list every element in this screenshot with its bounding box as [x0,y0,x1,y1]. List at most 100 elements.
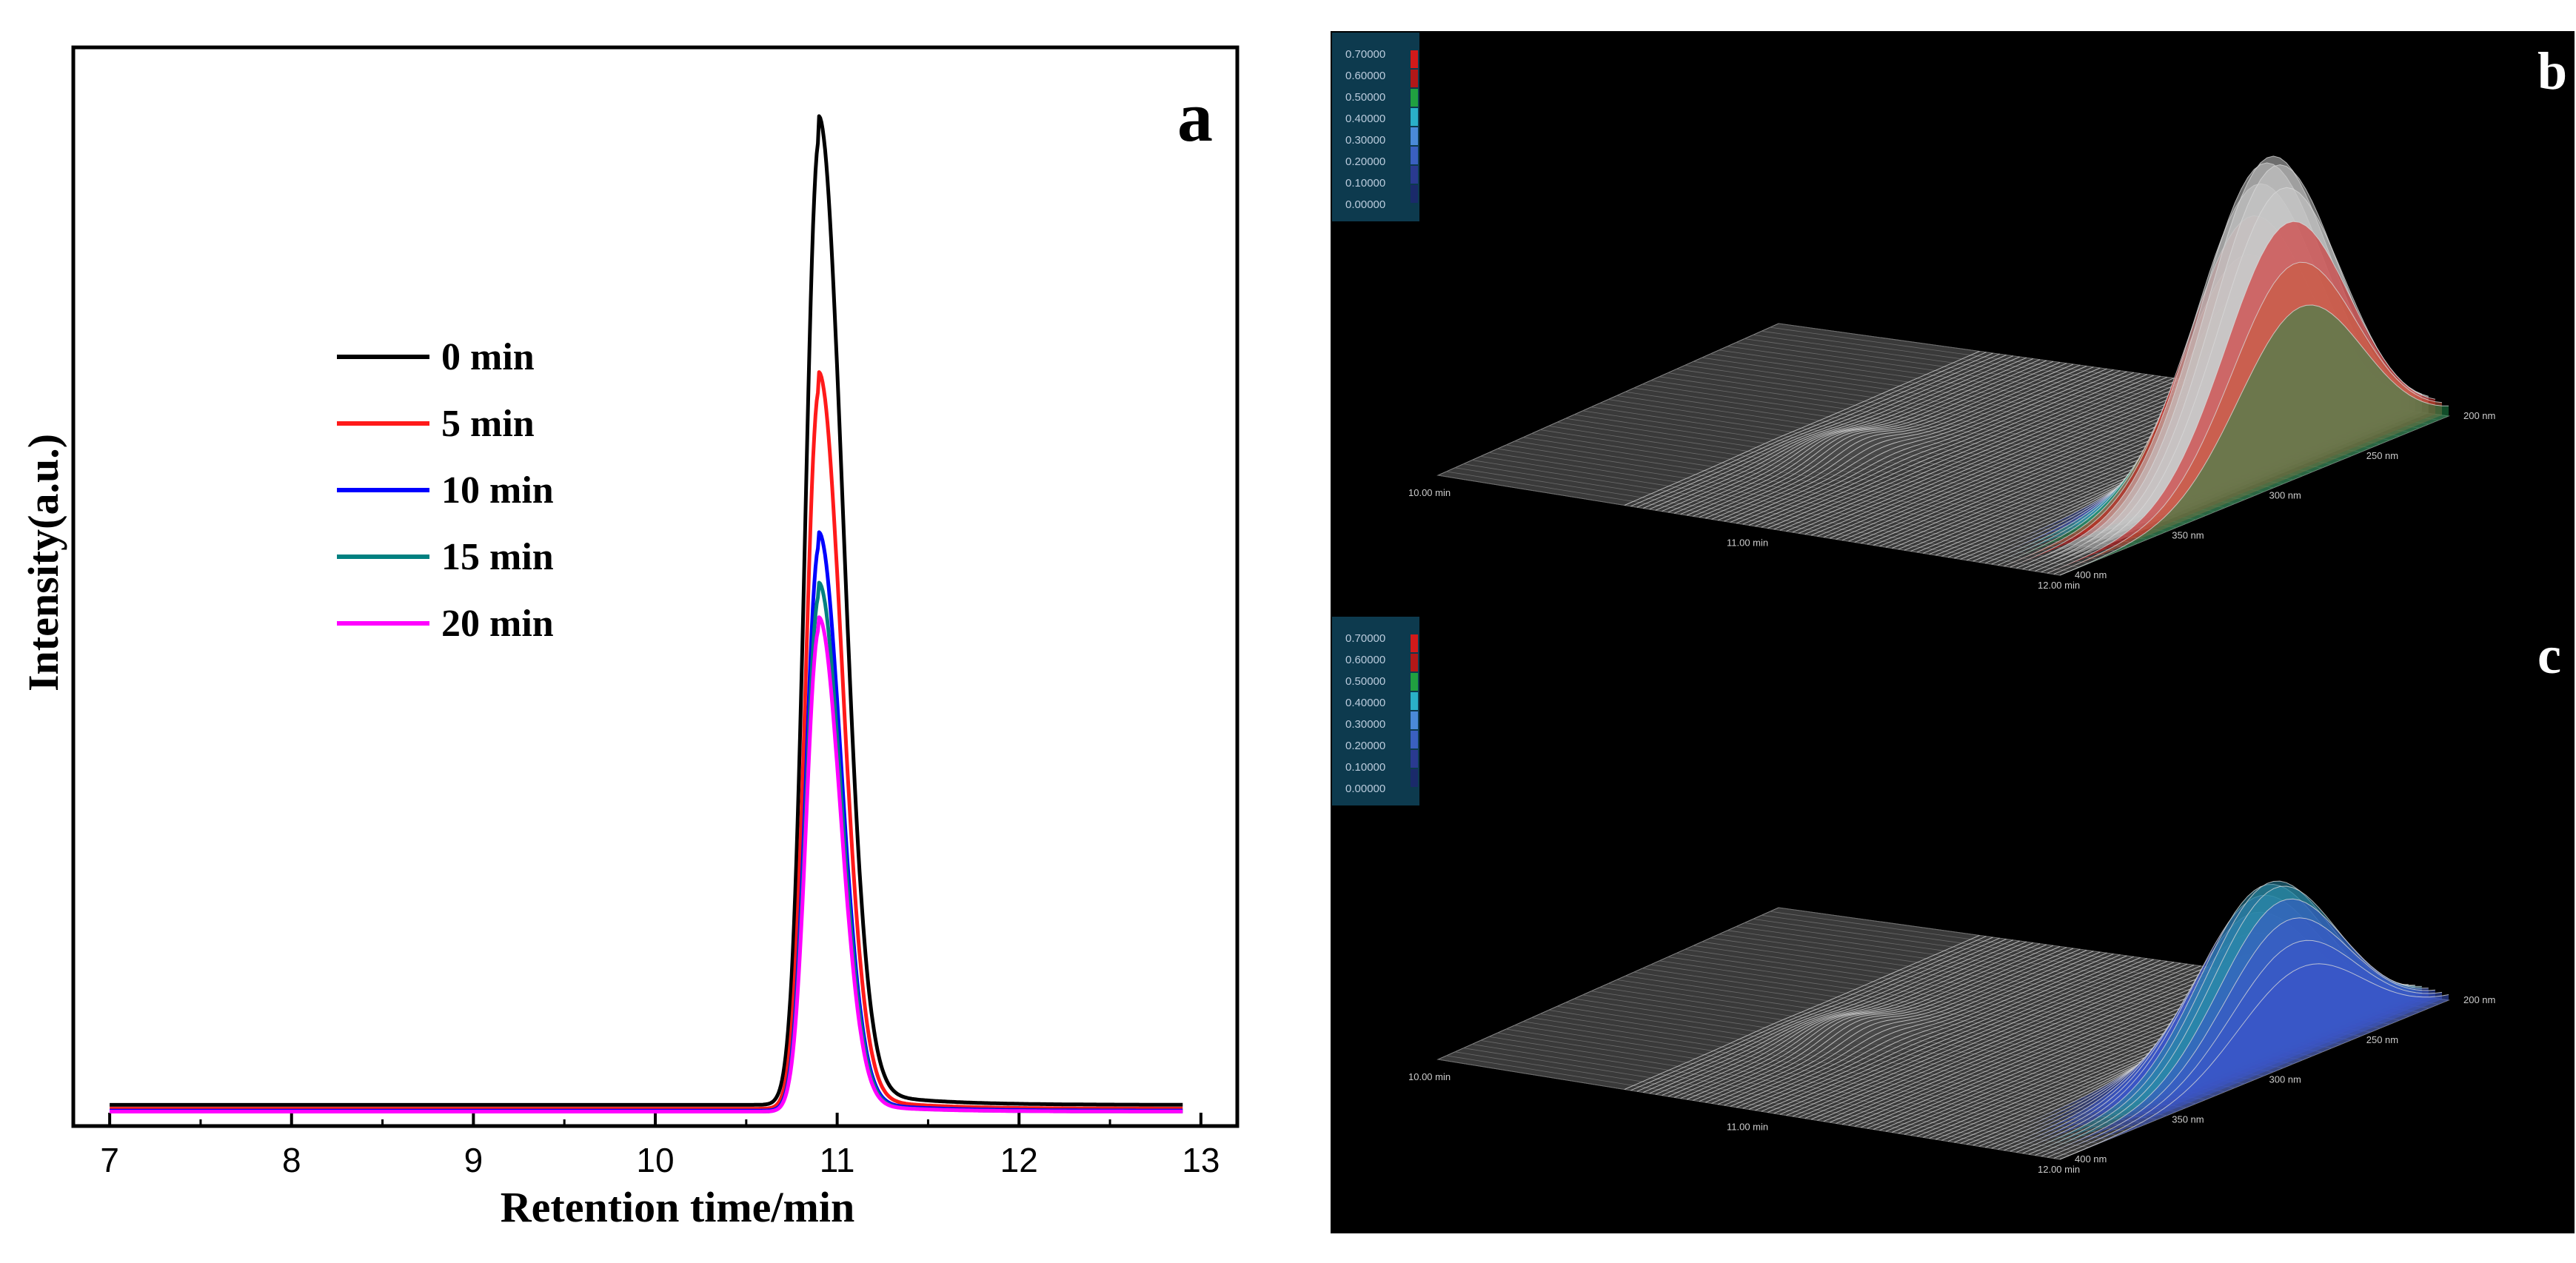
panel-label-c: c [2537,626,2561,685]
peak-slice-line [1841,967,2215,1125]
x-tick-label: 10 [636,1141,674,1179]
x-tick-group: 7 8 9 10 11 12 13 [100,1113,1220,1179]
peak-slice-line [1742,368,2107,525]
peak-slice-line [2041,898,2429,1157]
peak-slice-line [1761,955,2127,1112]
grid-line [1531,433,2167,532]
peak-slice-line [2059,963,2449,1160]
peak-slice-line [1792,375,2161,533]
peak-slice-line [1624,935,1980,1090]
peak-slice-line [1848,968,2221,1126]
peak-slice-line [1736,367,2101,524]
peak-slice-line [1674,358,2034,514]
series-group [109,114,1184,1113]
series-line-10-min [109,530,1184,1113]
scale-swatch [1411,147,1418,164]
surface-axis-labels: 10.00 min 11.00 min 12.00 min 200 nm 250 nm 3… [1408,994,2495,1175]
panel-label-b: b [2537,41,2567,101]
peak-slice-line [1748,954,2114,1110]
time-axis-label: 11.00 min [1727,1122,1768,1133]
peak-slice-line [1636,352,1993,508]
surface-peak [1624,880,2449,1160]
peak-slice-line [1717,948,2081,1105]
peak-slice-line [1711,948,2074,1104]
scale-label: 0.70000 [1345,48,1385,61]
peak-slice-line [1836,382,2208,540]
peak-slice-line [1730,951,2094,1107]
peak-slice-line [1792,959,2161,1117]
x-tick-label: 11 [820,1141,855,1179]
peak-slice-line [1867,971,2241,1129]
color-scale: 0.70000 0.60000 0.50000 0.40000 0.30000 0.200… [1332,33,1419,221]
legend-label: 0 min [441,336,535,378]
grid-line [1548,1010,2187,1108]
peak-slice-line [2053,261,2443,574]
wavelength-axis-label: 200 nm [2463,994,2495,1005]
peak-slice-line [1724,366,2087,522]
x-tick-label: 7 [100,1141,119,1179]
peak-slice-line [1667,941,2027,1097]
plot-frame [71,45,1240,1128]
scale-swatch [1411,89,1418,107]
peak-slice-line [1830,381,2201,539]
peak-slice-line [1699,946,2061,1102]
wavelength-axis-label: 200 nm [2463,410,2495,421]
scale-swatch [1411,166,1418,184]
peak-slice-line [1786,375,2154,532]
peak-slice-line [1817,379,2188,537]
scale-label: 0.10000 [1345,177,1385,190]
scale-label: 0.40000 [1345,113,1385,125]
series-line-20-min [109,615,1184,1113]
panel-c-surface: 0.70000 0.60000 0.50000 0.40000 0.30000 0.200… [1331,615,2575,1233]
peak-slice-line [1699,362,2061,518]
peak-slice-line [1630,352,1987,507]
peak-slice-line [1636,937,1993,1092]
scale-label: 0.40000 [1345,697,1385,709]
wavelength-axis-label: 400 nm [2075,1153,2107,1165]
scale-label: 0.30000 [1345,718,1385,731]
scale-swatch [1411,769,1418,787]
peak-slice-line [1662,940,2020,1096]
peak-slice-line [1799,377,2168,534]
wavelength-axis-label: 350 nm [2172,529,2204,540]
wavelength-axis-label: 250 nm [2366,450,2398,461]
peak-slice-line [1705,363,2067,519]
surface-peak [1624,155,2449,576]
peak-slice-line [1799,961,2168,1118]
peak-slice-line [1693,945,2054,1101]
peak-slice-line [1649,355,2007,510]
wavelength-axis-label: 250 nm [2366,1034,2398,1045]
series-line-5-min [109,370,1184,1111]
peak-slice-line [1649,939,2007,1094]
time-axis-label: 11.00 min [1727,537,1768,549]
peak-slice-line [1786,959,2154,1116]
surface-axis-labels: 10.00 min 11.00 min 12.00 min 200 nm 250 nm 3… [1408,410,2495,591]
grid-line [1539,429,2177,528]
peak-slice-line [1686,944,2047,1100]
peak-slice-fill [2060,963,2449,1159]
peak-slice-line [1841,383,2215,541]
scale-swatch [1411,185,1418,203]
peak-slice-line [1773,957,2141,1114]
peak-slice-line [1823,965,2195,1122]
peak-slice-line [1693,361,2054,517]
scale-label: 0.00000 [1345,198,1385,211]
panel-label-a: a [1177,77,1213,156]
peak-slice-line [1662,356,2020,512]
peak-slice-line [2041,187,2429,573]
peak-slice-line [1736,951,2101,1108]
legend-label: 15 min [441,536,554,578]
peak-slice-line [1655,355,2013,511]
peak-slice-line [1711,364,2074,520]
x-axis-label: Retention time/min [501,1183,854,1231]
peak-slice-line [1630,936,1987,1091]
wavelength-axis-label: 350 nm [2172,1113,2204,1125]
scale-swatch [1411,654,1418,671]
peak-slice-line [1724,950,2087,1106]
scale-swatch [1411,50,1418,68]
peak-slice-line [1624,351,1980,506]
peak-slice-line [1767,372,2134,529]
time-axis-label: 12.00 min [2038,580,2080,591]
grid-line [1531,1017,2167,1116]
scale-label: 0.50000 [1345,675,1385,688]
